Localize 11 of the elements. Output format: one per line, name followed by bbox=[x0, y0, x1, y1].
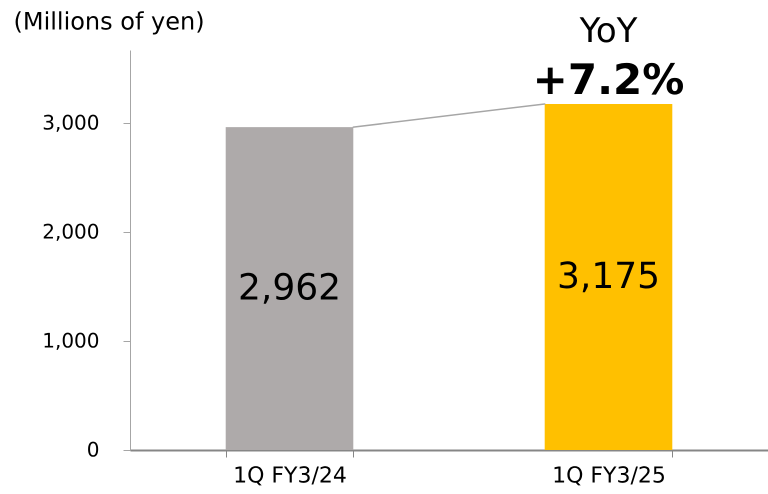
annotation: YoY bbox=[578, 10, 638, 51]
y-axis-title: (Millions of yen) bbox=[14, 8, 205, 36]
annotation: +7.2% bbox=[532, 54, 684, 104]
y-tick-label: 3,000 bbox=[42, 110, 100, 135]
y-tick-label: 0 bbox=[86, 438, 100, 462]
x-tick-label: 1Q FY3/25 bbox=[552, 464, 666, 488]
data-label: 2,962 bbox=[238, 268, 342, 309]
y-tick-label: 2,000 bbox=[42, 220, 100, 244]
x-tick-label: 1Q FY3/24 bbox=[233, 464, 347, 488]
y-tick-label: 1,000 bbox=[42, 328, 100, 353]
data-label: 3,175 bbox=[556, 256, 660, 297]
